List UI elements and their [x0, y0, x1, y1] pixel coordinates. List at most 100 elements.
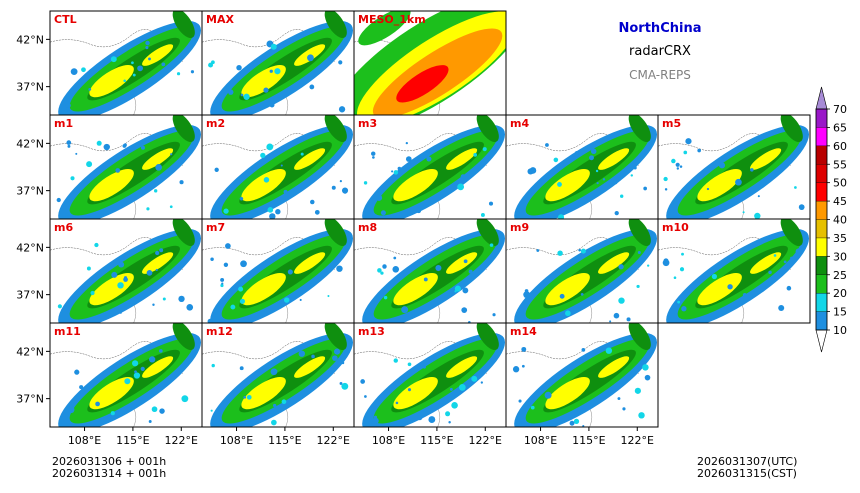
echo-speckle	[95, 401, 100, 407]
echo-speckle	[155, 164, 163, 171]
echo-speckle	[223, 262, 229, 267]
echo-speckle	[613, 312, 620, 319]
echo-speckle	[521, 364, 525, 368]
echo-speckle	[458, 383, 466, 391]
echo-speckle	[416, 208, 422, 214]
echo-speckle	[742, 292, 747, 298]
echo-speckle	[220, 283, 224, 288]
panel-m11: m11	[49, 322, 203, 428]
echo-speckle	[634, 387, 641, 394]
echo-25dbz-ne	[628, 323, 651, 351]
echo-speckle	[576, 410, 582, 416]
echo-speckle	[178, 295, 185, 303]
echo-25dbz-ne	[476, 115, 499, 143]
echo-speckle	[119, 311, 122, 314]
echo-speckle	[336, 265, 343, 272]
echo-speckle	[270, 43, 277, 50]
echo-speckle	[636, 284, 640, 289]
colorbar-label: 45	[833, 195, 847, 208]
x-tick-label: 122°E	[621, 434, 654, 447]
echo-speckle	[61, 106, 68, 114]
echo-speckle	[227, 89, 234, 95]
init-time-utc: 2026031306 + 001h	[52, 455, 167, 468]
echo-speckle	[155, 250, 160, 256]
panel-label: m12	[206, 325, 233, 338]
echo-speckle	[618, 264, 624, 270]
echo-speckle	[149, 356, 156, 363]
echo-speckle	[148, 420, 152, 423]
echo-speckle	[338, 60, 343, 65]
echo-30dbz-east	[750, 148, 782, 170]
echo-speckle	[176, 72, 181, 76]
echo-speckle	[768, 270, 772, 275]
echo-speckle	[210, 409, 213, 412]
echo-speckle	[544, 391, 552, 399]
x-tick-label: 115°E	[420, 434, 453, 447]
y-tick-label: 42°N	[16, 33, 44, 46]
echo-speckle	[283, 189, 288, 194]
echo-speckle	[382, 264, 387, 269]
echo-speckle	[580, 248, 586, 254]
echo-speckle	[664, 188, 668, 191]
echo-speckle	[266, 143, 274, 151]
echo-speckle	[274, 68, 281, 75]
echo-speckle	[146, 270, 153, 276]
y-tick-label: 42°N	[16, 345, 44, 358]
echo-speckle	[553, 157, 559, 163]
echo-speckle	[263, 177, 270, 183]
x-tick-label: 108°E	[220, 434, 253, 447]
echo-speckle	[327, 295, 330, 298]
echo-speckle	[449, 387, 453, 391]
colorbar-label: 25	[833, 269, 847, 282]
echo-speckle	[210, 257, 214, 261]
panel-field	[354, 219, 506, 323]
panel-m8: m8	[353, 218, 507, 324]
x-tick-label: 122°E	[317, 434, 350, 447]
colorbar-segment	[815, 256, 828, 275]
echo-speckle	[697, 148, 701, 153]
echo-speckle	[88, 88, 92, 91]
echo-30dbz	[697, 168, 742, 202]
echo-speckle	[428, 416, 436, 423]
x-tick-label: 115°E	[572, 434, 605, 447]
echo-speckle	[786, 285, 792, 291]
echo-speckle	[612, 179, 618, 185]
echo-speckle	[377, 268, 382, 273]
echo-speckle	[529, 167, 537, 174]
panel-frame	[505, 322, 659, 428]
echo-speckle	[243, 93, 250, 100]
panel-label: MESO_1km	[358, 13, 426, 26]
echo-speckle	[405, 141, 408, 145]
echo-speckle	[395, 401, 399, 405]
echo-speckle	[124, 378, 131, 385]
panel-label: MAX	[206, 13, 234, 26]
echo-speckle	[461, 307, 468, 314]
echo-speckle	[523, 291, 531, 299]
echo-speckle	[397, 166, 402, 171]
panel-m3: m3	[353, 114, 507, 220]
panel-grid: CTL MAX MESO_1km m1 m2 m3 m4 m5 m6 m7 m8 m9 m10 m11 m1…	[49, 10, 811, 428]
y-tick-label: 37°N	[16, 393, 44, 406]
panel-field	[50, 115, 202, 219]
echo-speckle	[448, 421, 451, 424]
y-tick-label: 42°N	[16, 241, 44, 254]
echo-speckle	[117, 282, 124, 289]
colorbar-segment	[815, 219, 828, 239]
echo-speckle	[711, 273, 718, 280]
echo-speckle	[341, 187, 349, 194]
echo-speckle	[140, 145, 145, 150]
echo-speckle	[681, 306, 687, 312]
region-title: NorthChina	[618, 21, 702, 36]
echo-speckle	[518, 399, 522, 403]
panel-label: m7	[206, 221, 225, 234]
panel-label: m13	[358, 325, 385, 338]
echo-speckle	[383, 295, 388, 300]
echo-speckle	[706, 187, 710, 191]
echo-30dbz-east	[446, 252, 478, 274]
echo-25dbz-ne	[324, 219, 347, 247]
echo-speckle	[460, 174, 466, 179]
echo-speckle	[620, 194, 624, 198]
echo-speckle	[300, 152, 304, 156]
panel-frame	[657, 218, 811, 324]
colorbar-label: 50	[833, 177, 847, 190]
